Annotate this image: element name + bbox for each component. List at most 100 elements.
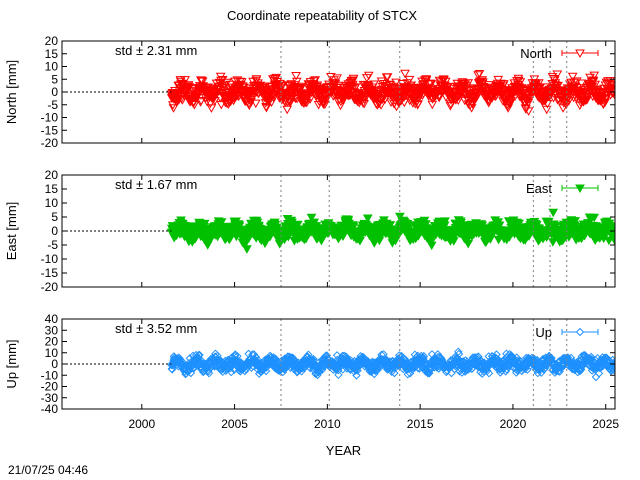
data-point	[216, 76, 226, 86]
data-point	[261, 366, 271, 376]
y-tick-label: 10	[45, 346, 59, 360]
data-point	[202, 97, 212, 107]
data-point	[480, 84, 490, 93]
y-tick-label: 0	[51, 224, 58, 238]
data-point	[298, 364, 307, 373]
data-point	[474, 352, 483, 361]
data-point	[548, 208, 559, 218]
data-point	[212, 232, 223, 242]
data-point	[391, 78, 401, 88]
data-point	[534, 79, 544, 88]
y-tick-label: 20	[45, 34, 59, 48]
y-tick-label: 30	[45, 323, 59, 337]
x-tick-label: 2025	[592, 417, 619, 431]
data-point	[502, 349, 511, 358]
y-tick-label: -5	[47, 98, 58, 112]
data-point	[542, 100, 553, 109]
data-point	[558, 99, 569, 108]
y-tick-label: 20	[45, 335, 59, 349]
data-point	[204, 368, 214, 378]
data-point	[606, 80, 615, 89]
data-point	[506, 96, 516, 106]
data-point	[286, 353, 295, 363]
data-point	[312, 368, 321, 378]
data-point	[177, 358, 186, 367]
data-point	[204, 367, 213, 376]
y-tick-label: -5	[47, 238, 58, 252]
y-tick-label: 15	[45, 47, 59, 61]
y-tick-label: -10	[41, 368, 59, 382]
data-point	[348, 222, 359, 232]
data-point	[589, 213, 600, 223]
data-point	[268, 93, 279, 103]
data-points-up	[167, 347, 615, 382]
std-label: std ± 1.67 mm	[115, 177, 197, 192]
data-point	[378, 356, 388, 366]
data-point	[305, 95, 315, 104]
x-axis-label: YEAR	[326, 443, 361, 458]
data-point	[217, 76, 228, 85]
data-point	[307, 83, 318, 93]
data-point	[291, 72, 301, 81]
data-point	[266, 98, 277, 108]
data-point	[491, 91, 502, 101]
data-point	[548, 238, 558, 247]
y-tick-label: 40	[45, 312, 59, 326]
legend-marker	[575, 49, 585, 59]
data-point	[504, 100, 515, 109]
chart-title: Coordinate repeatability of STCX	[227, 8, 417, 23]
data-point	[362, 214, 373, 224]
data-point	[591, 372, 601, 382]
x-tick-label: 2000	[128, 417, 155, 431]
data-point	[352, 371, 361, 380]
data-point	[250, 99, 261, 109]
data-point	[313, 101, 324, 110]
data-point	[400, 69, 410, 79]
data-point	[330, 79, 341, 89]
data-point	[277, 82, 287, 91]
y-tick-label: 10	[45, 60, 59, 74]
data-point	[498, 80, 509, 89]
data-point	[403, 370, 413, 379]
x-tick-label: 2005	[221, 417, 248, 431]
data-point	[521, 105, 531, 114]
y-tick-label: -20	[41, 380, 59, 394]
data-point	[186, 368, 196, 378]
data-point	[363, 71, 374, 81]
data-point	[513, 76, 524, 86]
data-point	[251, 75, 262, 84]
y-tick-label: -15	[41, 123, 59, 137]
data-point	[359, 100, 369, 109]
x-tick-label: 2015	[407, 417, 434, 431]
data-point	[394, 358, 404, 367]
data-point	[589, 71, 600, 81]
legend-marker	[575, 327, 585, 337]
data-point	[189, 101, 200, 110]
data-point	[350, 83, 361, 92]
data-point	[594, 369, 604, 378]
legend-label: North	[520, 46, 552, 61]
data-point	[410, 363, 419, 373]
data-point	[348, 74, 359, 84]
timestamp-label: 21/07/25 04:46	[8, 463, 88, 477]
data-point	[306, 213, 317, 223]
data-point	[197, 77, 208, 87]
data-point	[221, 78, 232, 88]
data-point	[420, 220, 431, 229]
data-point	[390, 368, 399, 378]
data-point	[310, 76, 321, 85]
x-tick-label: 2020	[500, 417, 527, 431]
data-point	[400, 355, 410, 364]
data-point	[382, 73, 393, 82]
y-tick-label: -30	[41, 391, 59, 405]
data-point	[196, 97, 207, 106]
data-point	[385, 221, 396, 230]
y-axis-label: North [mm]	[4, 60, 19, 124]
data-point	[609, 365, 615, 375]
y-tick-label: 20	[45, 168, 59, 182]
data-point	[332, 74, 342, 83]
data-point	[351, 362, 361, 372]
data-point	[301, 98, 312, 108]
